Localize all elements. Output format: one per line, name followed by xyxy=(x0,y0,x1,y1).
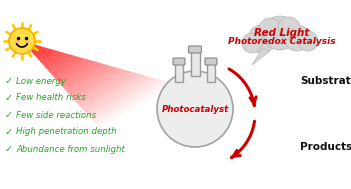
Circle shape xyxy=(278,17,300,39)
Text: ✓: ✓ xyxy=(5,110,13,120)
FancyBboxPatch shape xyxy=(207,62,215,82)
Polygon shape xyxy=(69,67,117,96)
Polygon shape xyxy=(41,51,62,64)
Polygon shape xyxy=(55,59,89,80)
Polygon shape xyxy=(45,54,71,69)
Text: ✓: ✓ xyxy=(5,127,13,137)
Text: Photoredox Catalysis: Photoredox Catalysis xyxy=(228,37,336,46)
Polygon shape xyxy=(95,81,169,125)
Polygon shape xyxy=(72,69,123,99)
Circle shape xyxy=(284,25,310,51)
Text: ✓: ✓ xyxy=(5,76,13,86)
Polygon shape xyxy=(78,72,135,106)
Polygon shape xyxy=(84,75,147,113)
Polygon shape xyxy=(87,77,154,117)
Circle shape xyxy=(15,40,19,44)
Polygon shape xyxy=(64,64,108,90)
Polygon shape xyxy=(33,47,46,55)
Polygon shape xyxy=(44,53,68,67)
Polygon shape xyxy=(53,58,86,78)
Polygon shape xyxy=(50,57,80,74)
Polygon shape xyxy=(70,68,120,97)
Polygon shape xyxy=(81,74,141,110)
Polygon shape xyxy=(52,57,83,76)
Text: Photocatalyst: Photocatalyst xyxy=(161,105,229,114)
Polygon shape xyxy=(89,78,157,119)
Polygon shape xyxy=(86,76,151,115)
Text: ✓: ✓ xyxy=(5,144,13,154)
Polygon shape xyxy=(92,80,163,122)
Polygon shape xyxy=(30,45,40,52)
Polygon shape xyxy=(48,56,77,73)
Text: Abundance from sunlight: Abundance from sunlight xyxy=(16,145,125,153)
Polygon shape xyxy=(34,48,49,57)
Circle shape xyxy=(242,33,262,53)
Polygon shape xyxy=(73,69,126,101)
Polygon shape xyxy=(24,42,28,45)
Polygon shape xyxy=(25,43,31,46)
Polygon shape xyxy=(67,66,114,94)
Text: Substrates: Substrates xyxy=(300,76,351,86)
FancyBboxPatch shape xyxy=(191,51,199,76)
Polygon shape xyxy=(31,46,44,53)
Polygon shape xyxy=(27,44,34,48)
Text: Few health risks: Few health risks xyxy=(16,94,86,102)
Polygon shape xyxy=(62,63,105,88)
Text: Red Light: Red Light xyxy=(254,28,310,38)
Circle shape xyxy=(263,16,297,50)
Polygon shape xyxy=(42,52,65,66)
Polygon shape xyxy=(75,70,129,103)
Polygon shape xyxy=(36,49,53,59)
Polygon shape xyxy=(58,61,95,83)
Polygon shape xyxy=(77,71,132,104)
Polygon shape xyxy=(59,62,99,85)
Polygon shape xyxy=(94,81,166,124)
Polygon shape xyxy=(91,79,160,120)
FancyBboxPatch shape xyxy=(205,58,217,65)
Text: ✓: ✓ xyxy=(5,93,13,103)
Circle shape xyxy=(9,28,35,54)
Text: Low energy: Low energy xyxy=(16,77,66,85)
FancyBboxPatch shape xyxy=(173,58,185,65)
Circle shape xyxy=(259,18,281,40)
Polygon shape xyxy=(39,50,59,62)
Polygon shape xyxy=(80,73,138,108)
Polygon shape xyxy=(22,41,25,43)
Polygon shape xyxy=(252,49,270,65)
Polygon shape xyxy=(66,65,111,92)
Circle shape xyxy=(25,40,29,44)
Circle shape xyxy=(157,71,233,147)
Polygon shape xyxy=(56,60,92,81)
Polygon shape xyxy=(28,44,37,50)
Polygon shape xyxy=(61,63,101,87)
Polygon shape xyxy=(47,55,74,71)
Text: Products: Products xyxy=(300,142,351,152)
FancyBboxPatch shape xyxy=(175,62,183,82)
Circle shape xyxy=(298,31,318,51)
FancyBboxPatch shape xyxy=(188,46,201,53)
Polygon shape xyxy=(83,74,144,111)
Text: High penetration depth: High penetration depth xyxy=(16,128,117,136)
Text: Few side reactions: Few side reactions xyxy=(16,111,96,119)
Polygon shape xyxy=(38,50,56,60)
Circle shape xyxy=(248,25,276,53)
